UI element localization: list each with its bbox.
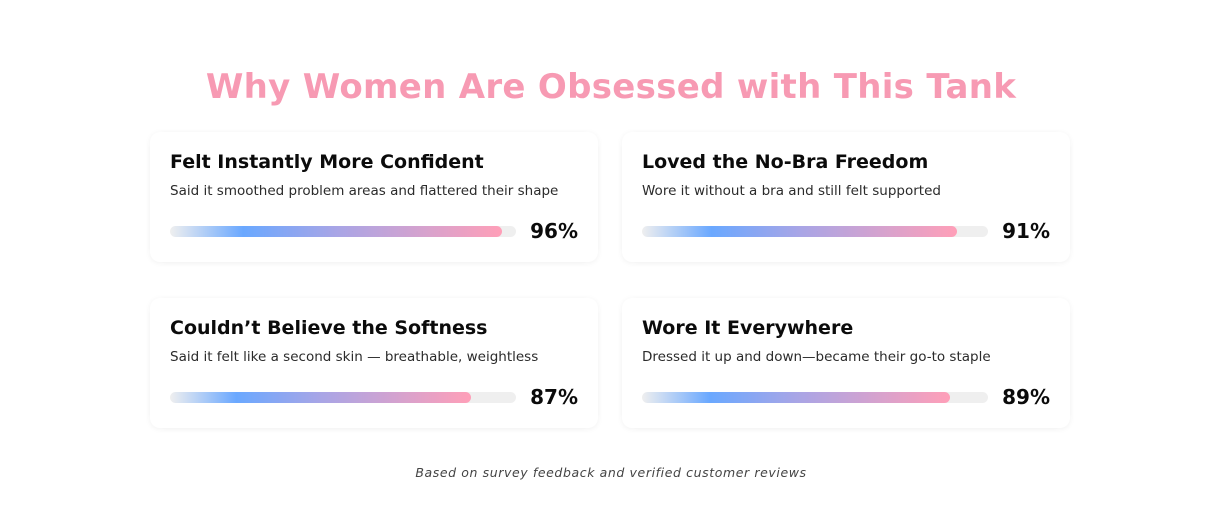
stat-title: Wore It Everywhere [642, 317, 854, 339]
progress-track [642, 391, 988, 403]
stat-percent: 87% [530, 385, 578, 409]
stat-title: Loved the No-Bra Freedom [642, 151, 929, 173]
stat-title: Couldn’t Believe the Softness [170, 317, 488, 339]
progress-track [642, 225, 988, 237]
stat-bar-row: 87% [170, 385, 578, 409]
stat-description: Wore it without a bra and still felt sup… [642, 183, 941, 199]
stat-percent: 91% [1002, 219, 1050, 243]
stat-bar-row: 96% [170, 219, 578, 243]
stat-description: Dressed it up and down—became their go-t… [642, 349, 991, 365]
stat-bar-row: 91% [642, 219, 1050, 243]
survey-footnote: Based on survey feedback and verified cu… [415, 465, 807, 480]
section-heading: Why Women Are Obsessed with This Tank [205, 66, 1017, 107]
stat-card-softness: Couldn’t Believe the Softness Said it fe… [150, 298, 598, 428]
stat-title: Felt Instantly More Confident [170, 151, 484, 173]
progress-track [170, 391, 516, 403]
stat-percent: 89% [1002, 385, 1050, 409]
progress-fill [170, 225, 503, 237]
stat-description: Said it smoothed problem areas and flatt… [170, 183, 559, 199]
stat-bar-row: 89% [642, 385, 1050, 409]
stat-description: Said it felt like a second skin — breath… [170, 349, 539, 365]
stat-card-everywhere: Wore It Everywhere Dressed it up and dow… [622, 298, 1070, 428]
progress-track [170, 225, 516, 237]
stats-grid: Felt Instantly More Confident Said it sm… [150, 132, 1070, 428]
progress-fill [642, 225, 957, 237]
stat-card-confident: Felt Instantly More Confident Said it sm… [150, 132, 598, 262]
progress-fill [170, 391, 472, 403]
stat-percent: 96% [530, 219, 578, 243]
stat-card-no-bra: Loved the No-Bra Freedom Wore it without… [622, 132, 1070, 262]
progress-fill [642, 391, 950, 403]
